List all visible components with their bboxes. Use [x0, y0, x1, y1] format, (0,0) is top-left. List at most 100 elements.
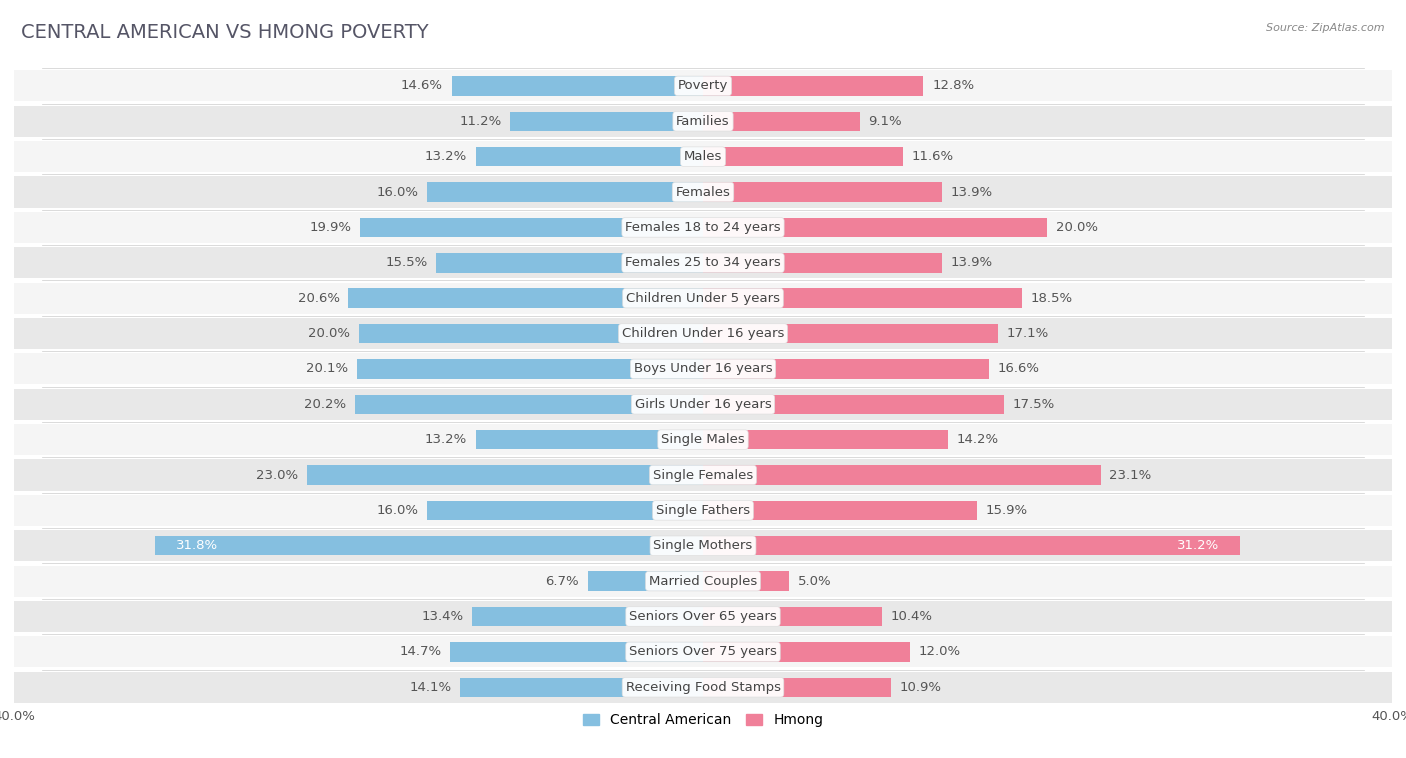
Bar	[460, 678, 703, 697]
Bar	[703, 607, 882, 626]
Bar	[703, 572, 789, 591]
Text: 13.2%: 13.2%	[425, 433, 467, 446]
Text: 17.5%: 17.5%	[1012, 398, 1056, 411]
Text: Children Under 5 years: Children Under 5 years	[626, 292, 780, 305]
Bar	[360, 218, 703, 237]
Text: Poverty: Poverty	[678, 80, 728, 92]
Text: 20.6%: 20.6%	[298, 292, 340, 305]
Bar	[14, 353, 1392, 384]
Bar	[307, 465, 703, 485]
Text: 6.7%: 6.7%	[546, 575, 579, 587]
Bar	[14, 70, 1392, 102]
Bar	[427, 183, 703, 202]
Text: 13.9%: 13.9%	[950, 186, 993, 199]
Bar	[703, 359, 988, 379]
Bar	[703, 501, 977, 520]
Bar	[14, 318, 1392, 349]
Bar	[475, 147, 703, 167]
Bar	[14, 565, 1392, 597]
Bar	[155, 536, 703, 556]
Bar	[14, 283, 1392, 314]
Bar	[14, 530, 1392, 562]
Bar	[14, 105, 1392, 137]
Text: 23.1%: 23.1%	[1109, 468, 1152, 481]
Bar	[436, 253, 703, 273]
Text: Children Under 16 years: Children Under 16 years	[621, 327, 785, 340]
Text: Receiving Food Stamps: Receiving Food Stamps	[626, 681, 780, 694]
Text: 20.1%: 20.1%	[307, 362, 349, 375]
Text: 12.0%: 12.0%	[918, 645, 960, 659]
Bar	[14, 389, 1392, 420]
Bar	[356, 394, 703, 414]
Text: Single Mothers: Single Mothers	[654, 539, 752, 553]
Bar	[451, 77, 703, 96]
Text: 23.0%: 23.0%	[256, 468, 298, 481]
Bar	[450, 642, 703, 662]
Bar	[14, 601, 1392, 632]
Text: 17.1%: 17.1%	[1007, 327, 1049, 340]
Text: 15.5%: 15.5%	[385, 256, 427, 269]
Text: Females 18 to 24 years: Females 18 to 24 years	[626, 221, 780, 234]
Bar	[703, 536, 1240, 556]
Bar	[14, 211, 1392, 243]
Text: 10.4%: 10.4%	[891, 610, 932, 623]
Bar	[703, 147, 903, 167]
Bar	[359, 324, 703, 343]
Text: 10.9%: 10.9%	[900, 681, 942, 694]
Bar	[703, 394, 1004, 414]
Text: 16.0%: 16.0%	[377, 186, 419, 199]
Text: Seniors Over 65 years: Seniors Over 65 years	[628, 610, 778, 623]
Text: 20.0%: 20.0%	[308, 327, 350, 340]
Text: Families: Families	[676, 114, 730, 128]
Bar	[14, 672, 1392, 703]
Text: Single Fathers: Single Fathers	[657, 504, 749, 517]
Text: Girls Under 16 years: Girls Under 16 years	[634, 398, 772, 411]
Bar	[703, 218, 1047, 237]
Bar	[357, 359, 703, 379]
Bar	[703, 465, 1101, 485]
Bar	[703, 253, 942, 273]
Text: 14.2%: 14.2%	[956, 433, 998, 446]
Bar	[472, 607, 703, 626]
Text: 31.8%: 31.8%	[176, 539, 218, 553]
Text: 9.1%: 9.1%	[869, 114, 903, 128]
Bar	[14, 459, 1392, 490]
Text: 14.7%: 14.7%	[399, 645, 441, 659]
Bar	[703, 77, 924, 96]
Bar	[14, 424, 1392, 456]
Bar	[475, 430, 703, 449]
Text: Single Females: Single Females	[652, 468, 754, 481]
Bar	[14, 495, 1392, 526]
Bar	[14, 177, 1392, 208]
Text: Males: Males	[683, 150, 723, 163]
Bar	[510, 111, 703, 131]
Text: 16.0%: 16.0%	[377, 504, 419, 517]
Text: 15.9%: 15.9%	[986, 504, 1028, 517]
Text: 18.5%: 18.5%	[1031, 292, 1073, 305]
Bar	[703, 183, 942, 202]
Text: Females: Females	[675, 186, 731, 199]
Text: 5.0%: 5.0%	[797, 575, 831, 587]
Bar	[349, 288, 703, 308]
Text: Source: ZipAtlas.com: Source: ZipAtlas.com	[1267, 23, 1385, 33]
Bar	[703, 430, 948, 449]
Text: 11.6%: 11.6%	[911, 150, 953, 163]
Bar	[703, 324, 997, 343]
Text: 13.2%: 13.2%	[425, 150, 467, 163]
Text: 20.2%: 20.2%	[304, 398, 346, 411]
Bar	[703, 288, 1022, 308]
Text: 12.8%: 12.8%	[932, 80, 974, 92]
Text: Boys Under 16 years: Boys Under 16 years	[634, 362, 772, 375]
Text: 11.2%: 11.2%	[460, 114, 502, 128]
Text: 14.6%: 14.6%	[401, 80, 443, 92]
Bar	[14, 247, 1392, 278]
Bar	[588, 572, 703, 591]
Legend: Central American, Hmong: Central American, Hmong	[576, 708, 830, 733]
Text: Single Males: Single Males	[661, 433, 745, 446]
Text: 14.1%: 14.1%	[409, 681, 451, 694]
Bar	[703, 111, 859, 131]
Bar	[703, 678, 891, 697]
Text: Females 25 to 34 years: Females 25 to 34 years	[626, 256, 780, 269]
Text: CENTRAL AMERICAN VS HMONG POVERTY: CENTRAL AMERICAN VS HMONG POVERTY	[21, 23, 429, 42]
Text: 20.0%: 20.0%	[1056, 221, 1098, 234]
